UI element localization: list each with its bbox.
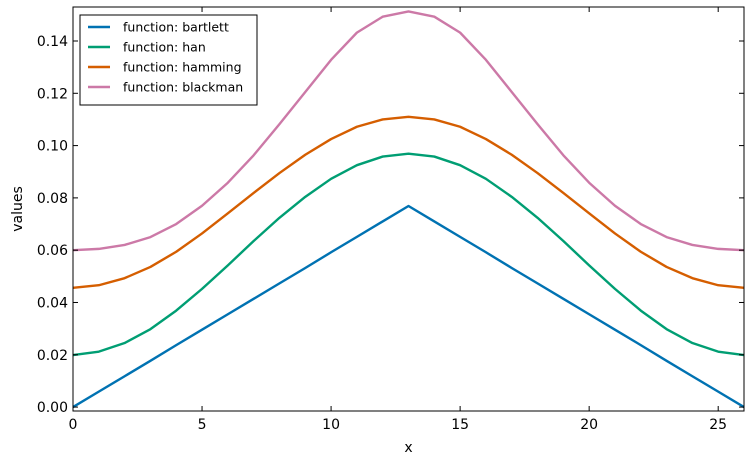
y-tick-label: 0.14 xyxy=(37,34,68,50)
legend-label-2: function: han xyxy=(123,40,206,55)
series-line-2 xyxy=(72,152,745,357)
y-tick-label: 0.08 xyxy=(37,191,68,207)
plot-area-frame xyxy=(72,6,745,412)
x-tick-label: 10 xyxy=(322,417,340,433)
series-line-4 xyxy=(72,10,745,252)
x-tick-label: 25 xyxy=(709,417,727,433)
x-tick-label: 15 xyxy=(451,417,469,433)
legend: function: bartlett function: han function:… xyxy=(79,14,258,106)
y-tick-label: 0.12 xyxy=(37,86,68,102)
y-tick-label: 0.06 xyxy=(37,243,68,259)
y-tick-label: 0.00 xyxy=(37,400,68,416)
series-line-3 xyxy=(72,115,745,290)
series-line-1 xyxy=(72,204,745,409)
x-tick-label: 5 xyxy=(198,417,207,433)
legend-label-1: function: bartlett xyxy=(123,20,229,35)
y-tick-label: 0.04 xyxy=(37,295,68,311)
legend-box xyxy=(79,14,258,106)
axis-tick-labels: 0 5 10 15 20 25 0.00 0.02 0.04 0.06 0.08 0.10 0.12 0.… xyxy=(37,34,727,433)
x-tick-label: 20 xyxy=(580,417,598,433)
series-layer xyxy=(72,10,745,409)
legend-label-3: function: hamming xyxy=(123,60,242,75)
x-axis-label: x xyxy=(404,440,412,456)
y-tick-label: 0.10 xyxy=(37,139,68,155)
axis-ticks xyxy=(72,7,744,411)
y-tick-label: 0.02 xyxy=(37,348,68,364)
legend-label-4: function: blackman xyxy=(123,80,243,95)
x-tick-label: 0 xyxy=(69,417,78,433)
y-axis-label: values xyxy=(10,186,26,232)
